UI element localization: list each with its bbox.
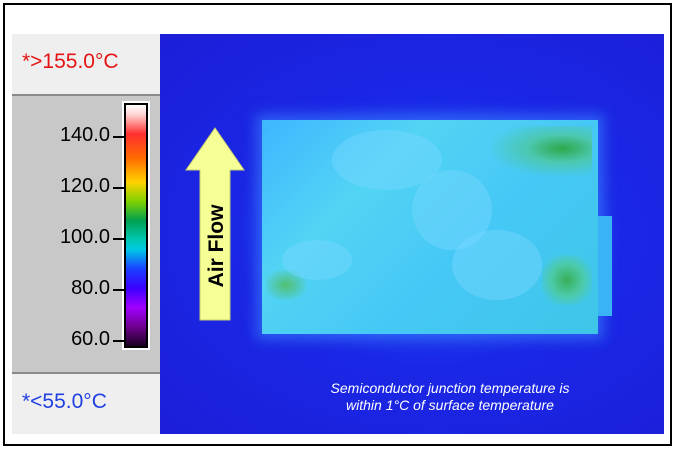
caption-line-1: Semiconductor junction temperature is (330, 380, 570, 396)
image-caption: Semiconductor junction temperature is wi… (280, 380, 620, 414)
scale-tick (113, 289, 125, 291)
circuit-board-heat-map (262, 120, 612, 334)
scale-tick-label: 120.0 (59, 175, 110, 197)
scale-tick (113, 187, 125, 189)
scale-tick (113, 136, 125, 138)
hotspot-top-right (492, 126, 592, 176)
min-temperature-box: *<55.0°C (12, 372, 160, 434)
air-flow-arrow-icon: Air Flow (185, 127, 245, 321)
air-flow-label: Air Flow (205, 204, 228, 287)
board-connector (598, 216, 612, 316)
component-blob (332, 130, 442, 190)
component-blob (282, 240, 352, 280)
min-temperature-label: *<55.0°C (22, 390, 107, 413)
max-temperature-box: *>155.0°C (12, 34, 160, 96)
component-blob (452, 230, 542, 300)
thermal-image-view: Air Flow Semiconductor junction temperat… (160, 34, 664, 434)
color-scale-area: 140.0 120.0 100.0 80.0 60.0 (12, 96, 160, 372)
scale-tick-label: 60.0 (71, 328, 110, 350)
scale-tick (113, 340, 125, 342)
caption-line-2: within 1°C of surface temperature (346, 397, 554, 413)
max-temperature-label: *>155.0°C (22, 50, 119, 73)
scale-tick (113, 238, 125, 240)
scale-tick-label: 80.0 (71, 277, 110, 299)
hotspot-right (542, 255, 592, 305)
temperature-scale-panel: *>155.0°C 140.0 120.0 100.0 80.0 60.0 *<… (12, 34, 160, 434)
color-scale-bar (122, 101, 150, 350)
component-blob (412, 170, 492, 250)
scale-tick-label: 140.0 (59, 124, 110, 146)
hotspot-left (266, 270, 306, 300)
scale-tick-label: 100.0 (59, 226, 110, 248)
